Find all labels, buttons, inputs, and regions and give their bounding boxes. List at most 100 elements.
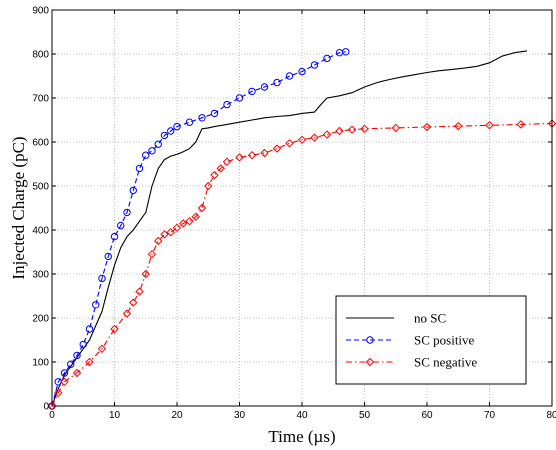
data-point xyxy=(197,203,207,213)
legend: no SC SC positive SC negative xyxy=(335,295,527,385)
series-line xyxy=(51,50,528,407)
data-point xyxy=(347,125,357,134)
x-tick-label: 50 xyxy=(359,410,371,421)
data-point xyxy=(142,151,150,159)
data-point xyxy=(310,133,319,142)
data-point xyxy=(454,121,463,131)
data-point xyxy=(222,157,232,167)
x-axis-title: Time (µs) xyxy=(268,427,335,446)
data-point xyxy=(135,164,144,173)
data-point xyxy=(129,298,138,307)
data-point xyxy=(335,126,344,136)
data-point xyxy=(204,181,213,191)
x-tick-label: 70 xyxy=(484,410,496,421)
x-tick-label: 60 xyxy=(421,410,433,421)
data-point xyxy=(79,340,87,349)
data-point xyxy=(272,144,282,153)
y-tick-label: 500 xyxy=(32,182,49,193)
data-point xyxy=(104,252,112,261)
series-sc-positive xyxy=(48,48,350,410)
data-point xyxy=(516,120,525,129)
axis-ticks: 0 10 20 30 40 50 60 70 8001002003004005006007008… xyxy=(32,6,556,422)
data-point xyxy=(54,388,63,398)
data-point xyxy=(172,223,182,233)
data-point xyxy=(129,186,137,195)
data-point xyxy=(391,123,400,133)
data-point xyxy=(485,121,494,130)
data-point xyxy=(179,219,188,228)
data-point xyxy=(166,227,175,237)
legend-box xyxy=(335,295,527,385)
data-point xyxy=(123,208,131,217)
data-point xyxy=(72,368,82,378)
y-tick-label: 900 xyxy=(32,6,49,17)
data-point xyxy=(297,135,307,145)
data-point xyxy=(67,360,75,368)
data-point xyxy=(60,369,69,377)
data-point xyxy=(98,274,106,283)
data-point xyxy=(285,72,294,80)
data-point xyxy=(141,269,150,279)
data-point xyxy=(110,324,119,334)
data-point xyxy=(85,357,94,367)
data-point xyxy=(322,130,332,139)
y-tick-label: 700 xyxy=(32,94,49,105)
grid xyxy=(52,10,552,406)
data-point xyxy=(160,131,169,140)
x-tick-label: 20 xyxy=(171,410,183,421)
x-tick-label: 40 xyxy=(296,410,308,421)
data-point xyxy=(298,67,306,76)
legend-label: no SC xyxy=(414,311,446,326)
data-point xyxy=(97,344,107,354)
data-point xyxy=(135,287,144,296)
series-layer xyxy=(47,48,556,411)
data-point xyxy=(422,122,432,132)
data-point xyxy=(167,127,175,135)
data-point xyxy=(92,301,100,309)
data-point xyxy=(191,212,200,222)
data-point xyxy=(366,336,374,344)
x-tick-label: 0 xyxy=(49,410,55,421)
y-tick-label: 100 xyxy=(32,358,49,369)
y-tick-label: 400 xyxy=(32,226,49,237)
data-point xyxy=(185,118,194,126)
data-point xyxy=(360,124,369,134)
data-point xyxy=(173,122,181,131)
data-point xyxy=(198,114,206,122)
data-point xyxy=(60,377,69,387)
data-point xyxy=(73,351,81,360)
data-point xyxy=(160,230,169,239)
data-point xyxy=(260,148,269,158)
series-line xyxy=(51,51,346,407)
data-point xyxy=(216,164,225,173)
legend-label: SC negative xyxy=(414,355,477,370)
data-point xyxy=(323,54,331,63)
data-point xyxy=(210,170,219,180)
data-point xyxy=(122,309,132,318)
x-tick-label: 80 xyxy=(546,410,556,421)
data-point xyxy=(235,153,244,162)
y-tick-label: 800 xyxy=(32,50,49,61)
data-point xyxy=(154,236,163,246)
data-point xyxy=(273,78,281,87)
y-tick-label: 200 xyxy=(32,314,49,325)
x-tick-label: 30 xyxy=(234,410,246,421)
y-tick-label: 600 xyxy=(32,138,49,149)
y-tick-label: 300 xyxy=(32,270,49,281)
data-point xyxy=(248,87,256,96)
data-point xyxy=(310,61,319,69)
legend-label: SC positive xyxy=(414,333,475,348)
series-no-sc xyxy=(51,50,528,407)
data-point xyxy=(110,232,119,241)
data-point xyxy=(365,357,375,367)
data-point xyxy=(85,325,94,333)
data-point xyxy=(185,216,194,226)
data-point xyxy=(223,100,231,109)
series-sc-negative xyxy=(47,119,556,411)
data-point xyxy=(342,48,350,56)
y-axis-title: Injected Charge (pC) xyxy=(9,136,28,279)
data-point xyxy=(47,401,57,411)
data-point xyxy=(247,150,257,160)
data-point xyxy=(260,83,269,91)
